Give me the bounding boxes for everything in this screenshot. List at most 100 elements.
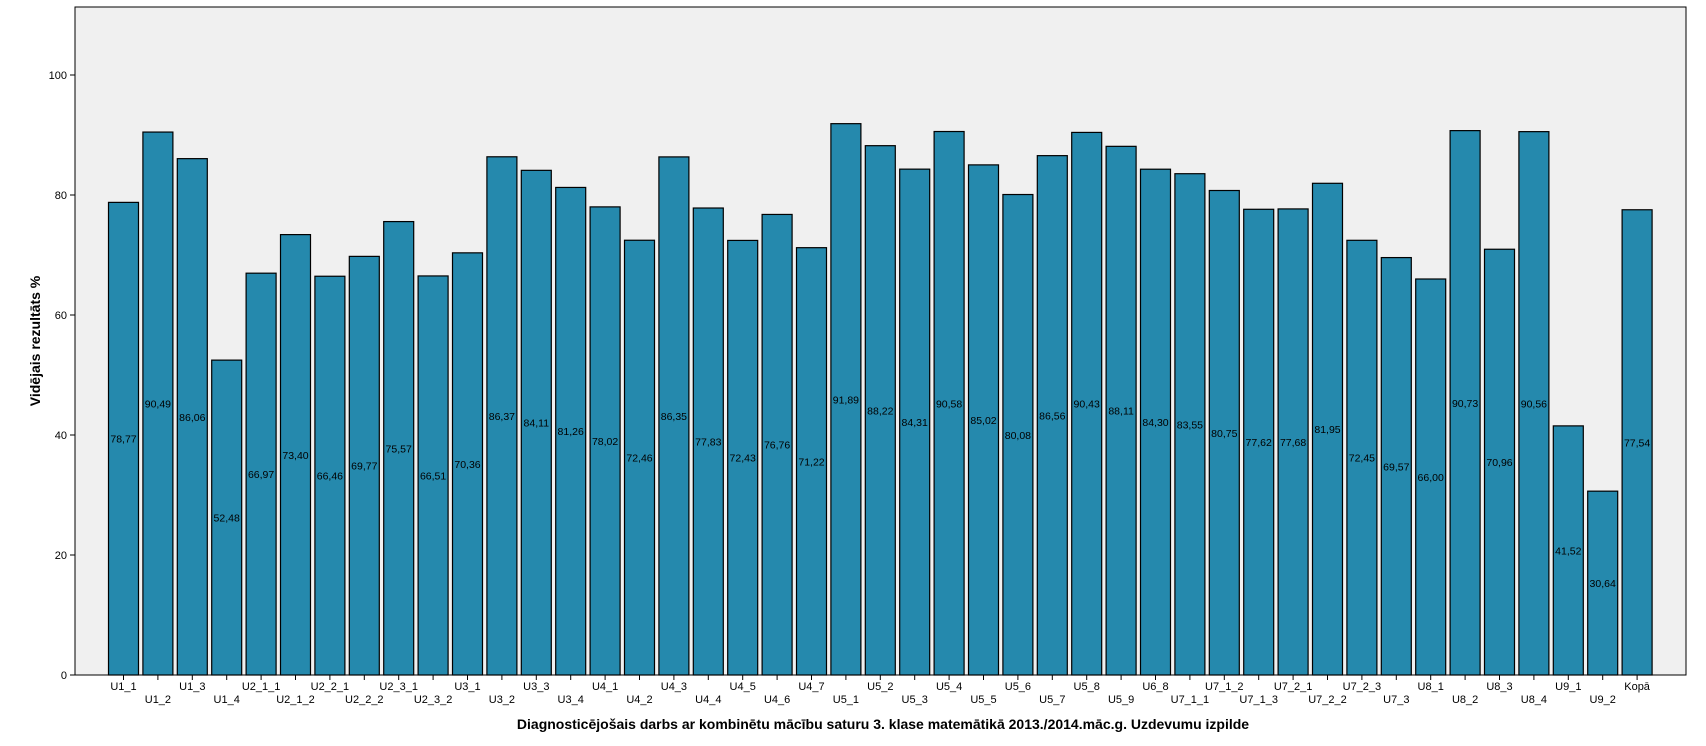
bar bbox=[1552, 425, 1584, 676]
x-tick-label: U1_4 bbox=[214, 694, 240, 706]
bar bbox=[1174, 173, 1206, 676]
bar bbox=[1518, 131, 1550, 676]
bar bbox=[1071, 131, 1103, 676]
data-label: 84,31 bbox=[902, 417, 928, 429]
data-label: 86,35 bbox=[661, 411, 687, 423]
x-tick-label: U5_2 bbox=[867, 681, 893, 693]
bar bbox=[1243, 208, 1275, 676]
bar bbox=[1483, 248, 1516, 676]
y-tick-label: 80 bbox=[55, 190, 67, 202]
data-label: 90,58 bbox=[936, 398, 962, 410]
x-tick-label: U7_1_1 bbox=[1171, 694, 1210, 706]
x-tick-label: U8_2 bbox=[1452, 694, 1478, 706]
bar bbox=[1002, 193, 1034, 676]
bar bbox=[1449, 130, 1481, 676]
x-tick-label: U2_1_2 bbox=[276, 694, 315, 706]
data-label: 86,56 bbox=[1039, 410, 1065, 422]
bar bbox=[1036, 155, 1068, 676]
data-label: 30,64 bbox=[1590, 578, 1616, 590]
data-label: 88,11 bbox=[1108, 406, 1134, 418]
x-tick-label: U5_8 bbox=[1074, 681, 1100, 693]
x-tick-label: U4_2 bbox=[626, 694, 652, 706]
data-label: 72,46 bbox=[626, 453, 652, 465]
bar bbox=[795, 247, 828, 676]
data-label: 86,37 bbox=[489, 411, 515, 423]
x-tick-label: U3_4 bbox=[558, 694, 584, 706]
bar bbox=[864, 145, 896, 676]
data-label: 81,95 bbox=[1314, 424, 1340, 436]
x-tick-label: U5_1 bbox=[833, 694, 859, 706]
bar bbox=[1415, 278, 1447, 676]
bars: 78,77 90,49 86,06 52,48 66,97 73,40 66,46 69,77… bbox=[107, 123, 1653, 676]
bar bbox=[658, 156, 690, 676]
x-tick-label: U4_6 bbox=[764, 694, 790, 706]
x-tick-label: U8_4 bbox=[1521, 694, 1547, 706]
x-tick-label: U7_2_2 bbox=[1308, 694, 1347, 706]
x-tick-label: U7_2_3 bbox=[1343, 681, 1382, 693]
x-tick-label: U3_3 bbox=[523, 681, 549, 693]
data-label: 90,43 bbox=[1074, 399, 1100, 411]
data-label: 83,55 bbox=[1177, 419, 1203, 431]
bar bbox=[417, 275, 449, 676]
bar bbox=[211, 359, 243, 676]
data-label: 72,45 bbox=[1349, 453, 1375, 465]
x-tick-label: U8_3 bbox=[1486, 681, 1512, 693]
data-label: 80,08 bbox=[1005, 430, 1031, 442]
data-label: 84,11 bbox=[524, 418, 550, 430]
data-label: 80,75 bbox=[1211, 428, 1237, 440]
x-tick-label: U4_5 bbox=[730, 681, 756, 693]
data-label: 85,02 bbox=[970, 415, 996, 427]
bar bbox=[761, 213, 793, 676]
bar bbox=[348, 255, 380, 676]
y-tick-label: 100 bbox=[49, 70, 67, 82]
data-label: 52,48 bbox=[214, 513, 240, 525]
bar bbox=[1277, 208, 1309, 676]
data-label: 90,56 bbox=[1521, 398, 1547, 410]
x-tick-label: U6_8 bbox=[1142, 681, 1168, 693]
x-tick-label: U5_5 bbox=[970, 694, 996, 706]
bar bbox=[555, 186, 587, 676]
data-label: 73,40 bbox=[282, 450, 308, 462]
y-axis: 0 20 40 60 80 100 bbox=[49, 70, 75, 682]
data-label: 66,46 bbox=[317, 471, 343, 483]
x-tick-label: U1_2 bbox=[145, 694, 171, 706]
x-tick-label: U2_2_2 bbox=[345, 694, 384, 706]
bar bbox=[1346, 239, 1378, 676]
bar bbox=[383, 220, 415, 676]
data-label: 78,02 bbox=[592, 436, 618, 448]
data-label: 72,43 bbox=[730, 453, 756, 465]
data-label: 41,52 bbox=[1555, 545, 1581, 557]
data-label: 77,68 bbox=[1280, 437, 1306, 449]
x-tick-label: U4_3 bbox=[661, 681, 687, 693]
data-label: 76,76 bbox=[764, 440, 790, 452]
bar bbox=[142, 131, 174, 676]
x-tick-label: U4_4 bbox=[695, 694, 721, 706]
x-tick-label: U5_3 bbox=[902, 694, 928, 706]
x-tick-label: U7_3 bbox=[1383, 694, 1409, 706]
data-label: 70,96 bbox=[1486, 457, 1512, 469]
data-label: 69,77 bbox=[351, 461, 377, 473]
bar bbox=[1587, 490, 1619, 676]
x-tick-label: U4_7 bbox=[798, 681, 824, 693]
bar bbox=[486, 156, 518, 676]
data-label: 78,77 bbox=[110, 434, 136, 446]
bar bbox=[1208, 189, 1240, 676]
data-label: 66,97 bbox=[248, 469, 274, 481]
x-tick-label: U8_1 bbox=[1418, 681, 1444, 693]
data-label: 91,89 bbox=[833, 394, 859, 406]
data-label: 90,49 bbox=[145, 399, 171, 411]
x-tick-label: Kopā bbox=[1624, 681, 1651, 693]
bar bbox=[692, 207, 724, 676]
x-tick-label: U7_1_2 bbox=[1205, 681, 1244, 693]
data-label: 81,26 bbox=[558, 426, 584, 438]
x-tick-label: U5_9 bbox=[1108, 694, 1134, 706]
x-tick-label: U1_1 bbox=[110, 681, 136, 693]
data-label: 86,06 bbox=[179, 412, 205, 424]
bar bbox=[176, 158, 208, 676]
x-tick-label: U5_4 bbox=[936, 681, 962, 693]
bar bbox=[589, 206, 621, 676]
data-label: 69,57 bbox=[1383, 461, 1409, 473]
x-tick-label: U7_1_3 bbox=[1239, 694, 1278, 706]
y-tick-label: 40 bbox=[55, 430, 67, 442]
